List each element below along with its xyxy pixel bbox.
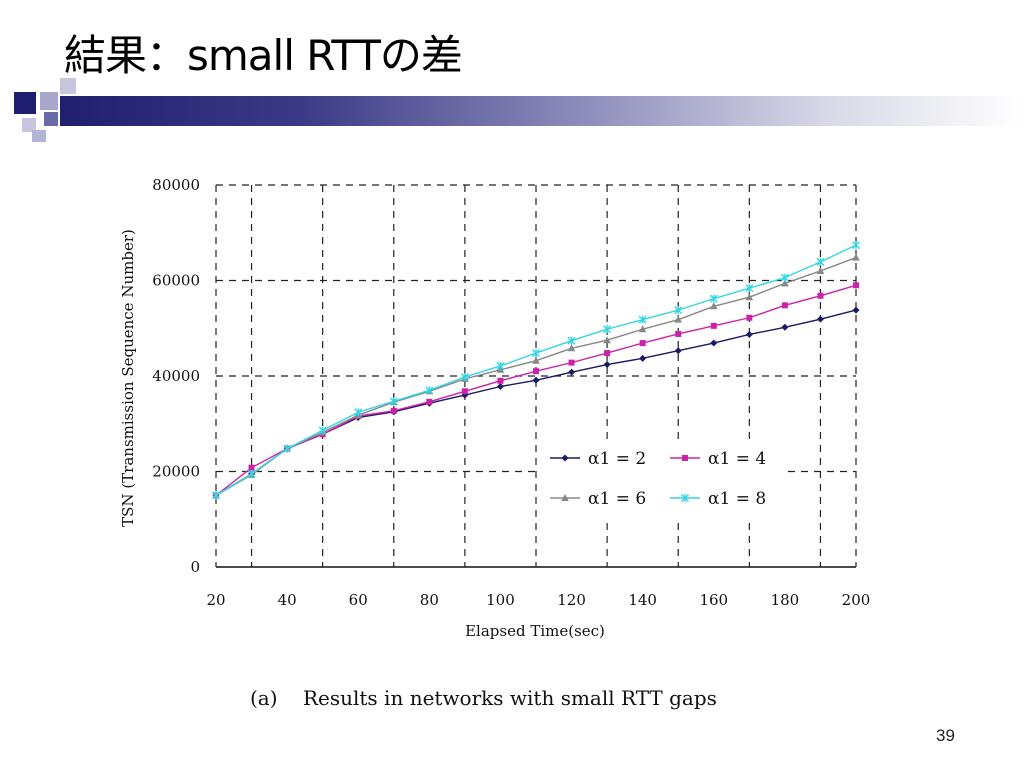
tsn-line-chart: 0 20000 40000 60000 80000 20 40 60 80 100 120 140 16… bbox=[119, 176, 871, 640]
data-point bbox=[745, 284, 754, 293]
data-point bbox=[603, 336, 611, 344]
legend-box bbox=[538, 439, 784, 517]
data-point bbox=[603, 325, 612, 334]
data-point bbox=[816, 257, 825, 266]
data-point bbox=[710, 322, 717, 329]
x-axis-label: Elapsed Time(sec) bbox=[465, 622, 605, 640]
data-point bbox=[780, 273, 789, 282]
legend-label: α1 = 8 bbox=[708, 489, 766, 509]
data-point bbox=[709, 302, 718, 310]
data-point bbox=[817, 292, 824, 299]
data-point bbox=[390, 407, 397, 414]
x-tick-label: 140 bbox=[628, 591, 657, 609]
data-point bbox=[781, 279, 789, 287]
data-point bbox=[212, 491, 220, 500]
data-point bbox=[533, 368, 539, 375]
accent-square-dark bbox=[44, 112, 58, 126]
y-tick-label: 40000 bbox=[152, 367, 200, 385]
data-point bbox=[816, 266, 825, 274]
data-point bbox=[853, 282, 859, 289]
data-point bbox=[745, 293, 754, 301]
data-point bbox=[568, 368, 576, 376]
data-point bbox=[496, 383, 504, 391]
accent-square-light bbox=[40, 92, 58, 110]
accent-square-light bbox=[32, 130, 46, 142]
legend-marker bbox=[561, 494, 569, 501]
data-point bbox=[745, 330, 753, 338]
y-tick-label: 20000 bbox=[152, 463, 200, 481]
x-tick-label: 40 bbox=[278, 591, 297, 609]
data-point bbox=[709, 294, 718, 303]
y-tick-label: 80000 bbox=[152, 176, 200, 194]
legend-marker bbox=[682, 455, 688, 461]
x-tick-label: 160 bbox=[699, 591, 728, 609]
data-point bbox=[781, 323, 789, 331]
y-tick-label: 0 bbox=[190, 558, 200, 576]
data-point bbox=[604, 350, 611, 357]
data-point bbox=[461, 388, 468, 395]
x-tick-label: 180 bbox=[771, 591, 800, 609]
legend-label: α1 = 6 bbox=[588, 489, 646, 509]
data-point bbox=[674, 315, 683, 323]
accent-square-light bbox=[60, 78, 76, 94]
data-point bbox=[638, 315, 647, 324]
data-point bbox=[532, 349, 540, 358]
data-point bbox=[639, 354, 647, 362]
accent-square-dark bbox=[14, 92, 36, 114]
data-point bbox=[710, 339, 718, 347]
data-point bbox=[852, 253, 860, 261]
data-point bbox=[283, 444, 292, 453]
data-point bbox=[497, 377, 504, 384]
data-point bbox=[568, 359, 575, 366]
data-point bbox=[781, 302, 788, 309]
x-tick-label: 100 bbox=[486, 591, 515, 609]
data-point bbox=[746, 314, 753, 321]
x-tick-label: 20 bbox=[206, 591, 225, 609]
data-point bbox=[247, 469, 256, 478]
legend-label: α1 = 2 bbox=[588, 449, 646, 469]
legend-marker bbox=[561, 454, 569, 462]
x-tick-label: 80 bbox=[420, 591, 439, 609]
data-point bbox=[248, 464, 255, 471]
data-point bbox=[567, 344, 576, 352]
slide-title: 結果：small RTTの差 bbox=[64, 31, 463, 80]
x-tick-label: 120 bbox=[557, 591, 586, 609]
data-point bbox=[426, 398, 433, 405]
data-point bbox=[460, 372, 469, 381]
legend-marker bbox=[681, 494, 689, 502]
data-point bbox=[389, 397, 398, 406]
data-point bbox=[603, 361, 611, 369]
data-point bbox=[674, 347, 682, 355]
accent-square-light bbox=[22, 118, 36, 132]
data-point bbox=[496, 361, 505, 370]
data-point bbox=[354, 408, 363, 417]
data-point bbox=[639, 340, 646, 347]
x-tick-label: 60 bbox=[349, 591, 368, 609]
legend-label: α1 = 4 bbox=[708, 449, 766, 469]
data-point bbox=[638, 325, 647, 333]
figure-caption: (a) Results in networks with small RTT g… bbox=[250, 686, 717, 710]
page-number: 39 bbox=[936, 726, 955, 745]
data-point bbox=[318, 426, 327, 435]
data-point bbox=[532, 376, 540, 384]
data-point bbox=[567, 336, 576, 345]
data-point bbox=[852, 241, 860, 250]
data-point bbox=[532, 356, 540, 364]
y-tick-label: 60000 bbox=[152, 272, 200, 290]
data-point bbox=[674, 306, 683, 315]
data-point bbox=[852, 306, 860, 314]
data-point bbox=[675, 330, 682, 337]
title-underline-bar bbox=[60, 96, 1024, 126]
data-point bbox=[816, 315, 824, 323]
data-point bbox=[425, 386, 434, 395]
y-axis-label: TSN (Transmission Sequence Number) bbox=[119, 229, 137, 527]
x-tick-label: 200 bbox=[842, 591, 871, 609]
